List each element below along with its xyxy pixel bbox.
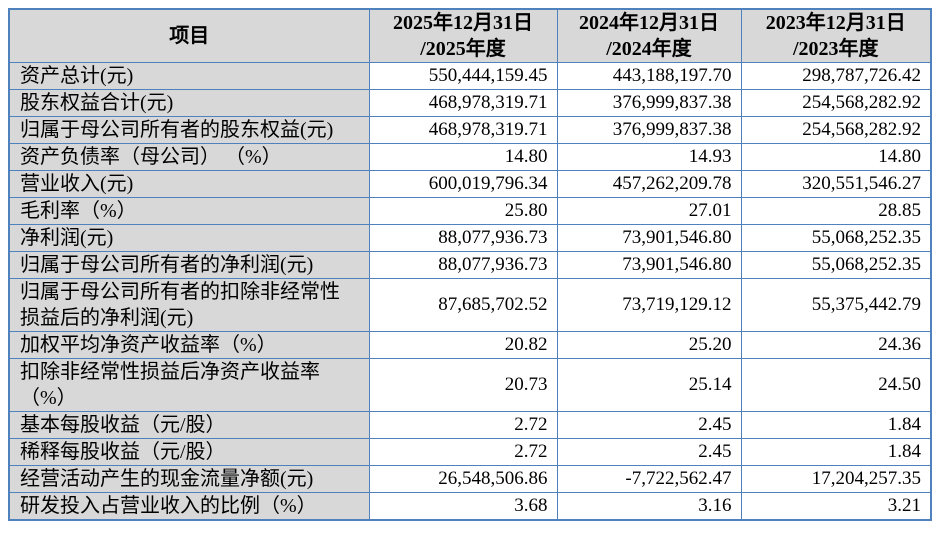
row-value: 73,901,546.80 [556, 251, 742, 279]
row-value: 88,077,936.73 [368, 251, 558, 279]
table-row: 资产总计(元) 550,444,159.45 443,188,197.70 298,7… [8, 62, 932, 90]
header-row: 项目 2025年12月31日 /2025年度 2024年12月31日 /2024… [8, 8, 932, 63]
row-value: 254,568,282.92 [740, 89, 932, 117]
row-value: 73,901,546.80 [556, 224, 742, 252]
row-value: 17,204,257.35 [740, 465, 932, 493]
row-value: 376,999,837.38 [556, 89, 742, 117]
row-value: 24.50 [740, 358, 932, 412]
column-header-period-2024: 2024年12月31日 /2024年度 [556, 8, 742, 63]
row-value: 87,685,702.52 [368, 278, 558, 332]
row-value: 2.45 [556, 438, 742, 466]
row-label: 资产负债率（母公司） （%） [8, 143, 370, 171]
row-value: 14.80 [368, 143, 558, 171]
table-row: 研发投入占营业收入的比例（%） 3.68 3.16 3.21 [8, 492, 932, 521]
row-value: 457,262,209.78 [556, 170, 742, 198]
row-value: 254,568,282.92 [740, 116, 932, 144]
row-label: 研发投入占营业收入的比例（%） [8, 492, 370, 521]
row-value: 2.72 [368, 438, 558, 466]
table-row: 股东权益合计(元) 468,978,319.71 376,999,837.38 254… [8, 89, 932, 117]
row-label: 归属于母公司所有者的扣除非经常性 损益后的净利润(元) [8, 278, 370, 332]
row-label: 归属于母公司所有者的净利润(元) [8, 251, 370, 279]
row-value: 24.36 [740, 331, 932, 359]
row-value: 1.84 [740, 438, 932, 466]
row-value: 27.01 [556, 197, 742, 225]
table-row: 归属于母公司所有者的净利润(元) 88,077,936.73 73,901,546.… [8, 251, 932, 279]
table-row: 加权平均净资产收益率（%） 20.82 25.20 24.36 [8, 331, 932, 359]
row-value: 55,068,252.35 [740, 224, 932, 252]
column-header-period-2023: 2023年12月31日 /2023年度 [740, 8, 932, 63]
row-label: 毛利率（%） [8, 197, 370, 225]
table-row: 资产负债率（母公司） （%） 14.80 14.93 14.80 [8, 143, 932, 171]
row-value: 88,077,936.73 [368, 224, 558, 252]
row-label: 资产总计(元) [8, 62, 370, 90]
row-value: 25.14 [556, 358, 742, 412]
row-value: 3.16 [556, 492, 742, 521]
row-value: 20.82 [368, 331, 558, 359]
column-header-item: 项目 [8, 8, 370, 63]
row-value: 1.84 [740, 411, 932, 439]
row-label: 经营活动产生的现金流量净额(元) [8, 465, 370, 493]
row-value: 26,548,506.86 [368, 465, 558, 493]
table-body: 资产总计(元) 550,444,159.45 443,188,197.70 298,7… [8, 62, 932, 521]
row-value: 73,719,129.12 [556, 278, 742, 332]
row-value: 468,978,319.71 [368, 89, 558, 117]
row-value: 14.80 [740, 143, 932, 171]
row-label: 加权平均净资产收益率（%） [8, 331, 370, 359]
row-value: 55,375,442.79 [740, 278, 932, 332]
table-row: 归属于母公司所有者的股东权益(元) 468,978,319.71 376,999,8… [8, 116, 932, 144]
row-label: 归属于母公司所有者的股东权益(元) [8, 116, 370, 144]
row-value: 600,019,796.34 [368, 170, 558, 198]
table-row: 扣除非经常性损益后净资产收益率 （%） 20.73 25.14 24.50 [8, 358, 932, 412]
row-value: 2.72 [368, 411, 558, 439]
row-label: 营业收入(元) [8, 170, 370, 198]
row-value: 28.85 [740, 197, 932, 225]
row-value: 55,068,252.35 [740, 251, 932, 279]
table-row: 毛利率（%） 25.80 27.01 28.85 [8, 197, 932, 225]
row-value: 468,978,319.71 [368, 116, 558, 144]
table-row: 营业收入(元) 600,019,796.34 457,262,209.78 320,5… [8, 170, 932, 198]
row-label: 股东权益合计(元) [8, 89, 370, 117]
row-value: 298,787,726.42 [740, 62, 932, 90]
row-value: 3.68 [368, 492, 558, 521]
row-value: 2.45 [556, 411, 742, 439]
row-label: 扣除非经常性损益后净资产收益率 （%） [8, 358, 370, 412]
row-value: 25.80 [368, 197, 558, 225]
row-value: 25.20 [556, 331, 742, 359]
row-value: 20.73 [368, 358, 558, 412]
row-label: 基本每股收益（元/股） [8, 411, 370, 439]
table-row: 稀释每股收益（元/股） 2.72 2.45 1.84 [8, 438, 932, 466]
row-value: -7,722,562.47 [556, 465, 742, 493]
table-row: 基本每股收益（元/股） 2.72 2.45 1.84 [8, 411, 932, 439]
row-label: 稀释每股收益（元/股） [8, 438, 370, 466]
row-value: 3.21 [740, 492, 932, 521]
row-value: 14.93 [556, 143, 742, 171]
row-value: 443,188,197.70 [556, 62, 742, 90]
table-row: 归属于母公司所有者的扣除非经常性 损益后的净利润(元) 87,685,702.52… [8, 278, 932, 332]
financial-summary-table: 项目 2025年12月31日 /2025年度 2024年12月31日 /2024… [8, 8, 932, 521]
row-value: 376,999,837.38 [556, 116, 742, 144]
row-label: 净利润(元) [8, 224, 370, 252]
table-row: 净利润(元) 88,077,936.73 73,901,546.80 55,068,2… [8, 224, 932, 252]
column-header-period-2025: 2025年12月31日 /2025年度 [368, 8, 558, 63]
row-value: 320,551,546.27 [740, 170, 932, 198]
table-row: 经营活动产生的现金流量净额(元) 26,548,506.86 -7,722,562.… [8, 465, 932, 493]
row-value: 550,444,159.45 [368, 62, 558, 90]
